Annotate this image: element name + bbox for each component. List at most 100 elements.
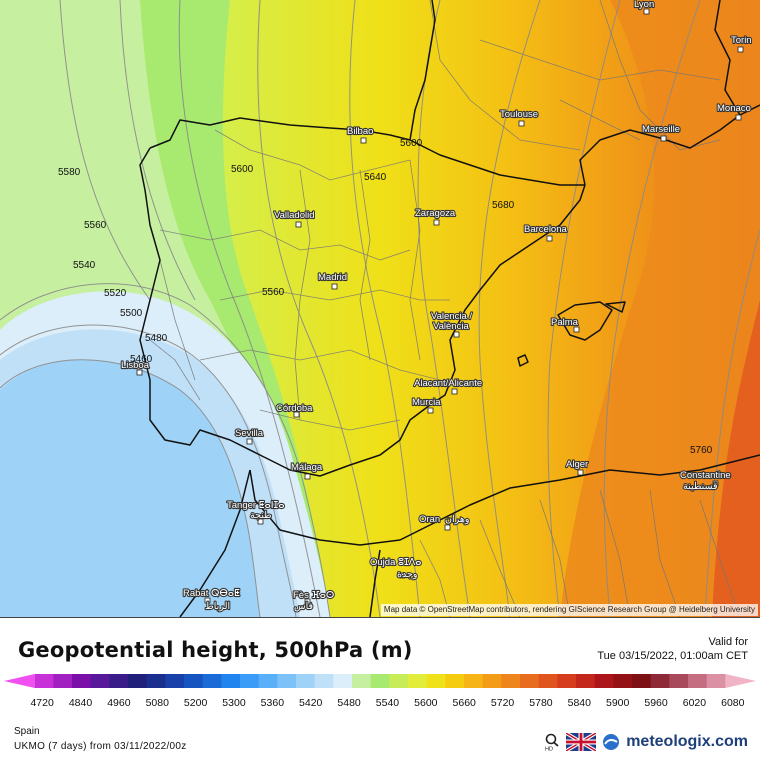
isoline [178, 0, 321, 617]
city-murcia[interactable]: Murcia [411, 396, 442, 414]
scale-tick-label: 5360 [261, 697, 285, 709]
scale-swatch [706, 674, 726, 688]
city-cordoba[interactable]: Córdoba [275, 402, 314, 418]
scale-swatch [296, 674, 316, 688]
admin-border [259, 409, 401, 431]
scale-swatch [34, 674, 54, 688]
iso-label-5560b: 5560 [262, 287, 285, 298]
city-oran[interactable]: Oran وهران [418, 513, 471, 531]
uk-flag-icon[interactable] [565, 731, 598, 753]
admin-border [219, 289, 450, 301]
scale-swatch [352, 674, 372, 688]
isoline [417, 0, 471, 617]
zoom-hd-icon[interactable]: HD [544, 733, 560, 753]
france-spain-border [409, 139, 585, 186]
svg-text:Marseille: Marseille [642, 124, 680, 135]
city-valladolid[interactable]: Valladolid [273, 209, 316, 228]
brand-name[interactable]: meteologix.com [626, 733, 748, 750]
city-malaga[interactable]: Málaga [290, 461, 324, 480]
scale-tick-label: 5540 [376, 697, 400, 709]
city-valencia[interactable]: Valencia /València [430, 310, 473, 338]
north-africa-coast [249, 454, 760, 546]
isoline-labels: 5580 5600 5560 5540 5560 5520 5500 5480 … [58, 138, 713, 456]
iso-label-5580: 5580 [58, 167, 81, 178]
svg-text:Oujda ⵓⵊⴷⴰ: Oujda ⵓⵊⴷⴰ [370, 557, 421, 568]
weather-map[interactable]: Lyon Torin Monaco Marseille Toulouse Bil… [0, 0, 760, 618]
svg-text:وجدة: وجدة [397, 569, 418, 580]
city-monaco[interactable]: Monaco [716, 102, 752, 121]
field-5760-band [560, 0, 760, 617]
scale-swatch [426, 674, 446, 688]
scale-swatch [501, 674, 521, 688]
city-rabat[interactable]: Rabat ⵕⴱⴰⵟ الرباط [182, 587, 241, 613]
scale-swatch [370, 674, 390, 688]
city-zaragoza[interactable]: Zaragoza [414, 207, 457, 226]
city-alger[interactable]: Alger [565, 458, 589, 476]
menorca [605, 301, 626, 313]
region-label: Spain [14, 726, 40, 737]
scale-swatch [669, 674, 689, 688]
svg-text:Lisboa: Lisboa [121, 360, 150, 371]
admin-border [294, 169, 311, 421]
admin-border [214, 129, 411, 181]
isoline [0, 324, 297, 617]
scale-tick-label: 5480 [337, 697, 361, 709]
city-bilbao[interactable]: Bilbao [346, 125, 375, 144]
scale-swatch [314, 674, 334, 688]
footer-tools: HD meteologix.com [544, 731, 748, 753]
admin-border [559, 99, 641, 141]
svg-text:Murcia: Murcia [412, 397, 441, 408]
isoline [704, 229, 760, 617]
svg-text:وهران: وهران [445, 514, 470, 525]
isoline [59, 0, 151, 301]
svg-text:Palma: Palma [551, 317, 579, 328]
city-barcelona[interactable]: Barcelona [523, 223, 569, 242]
scale-tick-label: 5720 [491, 697, 515, 709]
admin-border [199, 349, 441, 381]
svg-text:Toulouse: Toulouse [500, 109, 538, 120]
city-palma[interactable]: Palma [550, 316, 580, 333]
svg-text:Oran: Oran [419, 514, 440, 525]
city-marseille[interactable]: Marseille [641, 123, 681, 142]
iso-label-5600b: 5600 [400, 138, 423, 149]
mallorca [557, 301, 613, 341]
city-lisboa[interactable]: Lisboa [120, 359, 151, 376]
isoline [547, 0, 621, 617]
svg-text:الرباط: الرباط [205, 601, 230, 612]
svg-text:Lyon: Lyon [634, 0, 654, 10]
iso-label-5500: 5500 [120, 308, 143, 319]
iso-label-5680: 5680 [492, 200, 515, 211]
city-sevilla[interactable]: Sevilla [234, 427, 265, 445]
scale-tick-label: 5200 [184, 697, 208, 709]
city-lyon[interactable]: Lyon [633, 0, 655, 15]
city-alicante[interactable]: Alacant/Alicante [413, 377, 483, 395]
scale-tick-label: 4720 [30, 697, 54, 709]
iso-label-5520: 5520 [104, 288, 127, 299]
city-torin[interactable]: Torin [730, 34, 753, 53]
isoline [603, 0, 701, 617]
svg-text:Monaco: Monaco [717, 103, 751, 114]
coastlines [139, 0, 760, 617]
scale-swatch [408, 674, 428, 688]
svg-text:Constantine: Constantine [680, 470, 731, 481]
scale-tick-label: 5840 [568, 697, 592, 709]
city-toulouse[interactable]: Toulouse [499, 108, 539, 127]
scale-swatch [165, 674, 185, 688]
valid-time: Tue 03/15/2022, 01:00am CET [597, 650, 748, 662]
admin-border [149, 339, 201, 401]
scale-swatch [725, 674, 756, 688]
scale-swatch [109, 674, 129, 688]
svg-text:Rabat ⵕⴱⴰⵟ: Rabat ⵕⴱⴰⵟ [183, 588, 240, 599]
isoline [119, 0, 196, 301]
svg-text:Sevilla: Sevilla [235, 428, 264, 439]
isoline [349, 0, 421, 617]
admin-border [479, 519, 521, 617]
city-madrid[interactable]: Madrid [317, 271, 348, 290]
isoline [257, 0, 381, 617]
svg-text:Valladolid: Valladolid [274, 210, 315, 221]
svg-text:Alger: Alger [566, 459, 588, 470]
